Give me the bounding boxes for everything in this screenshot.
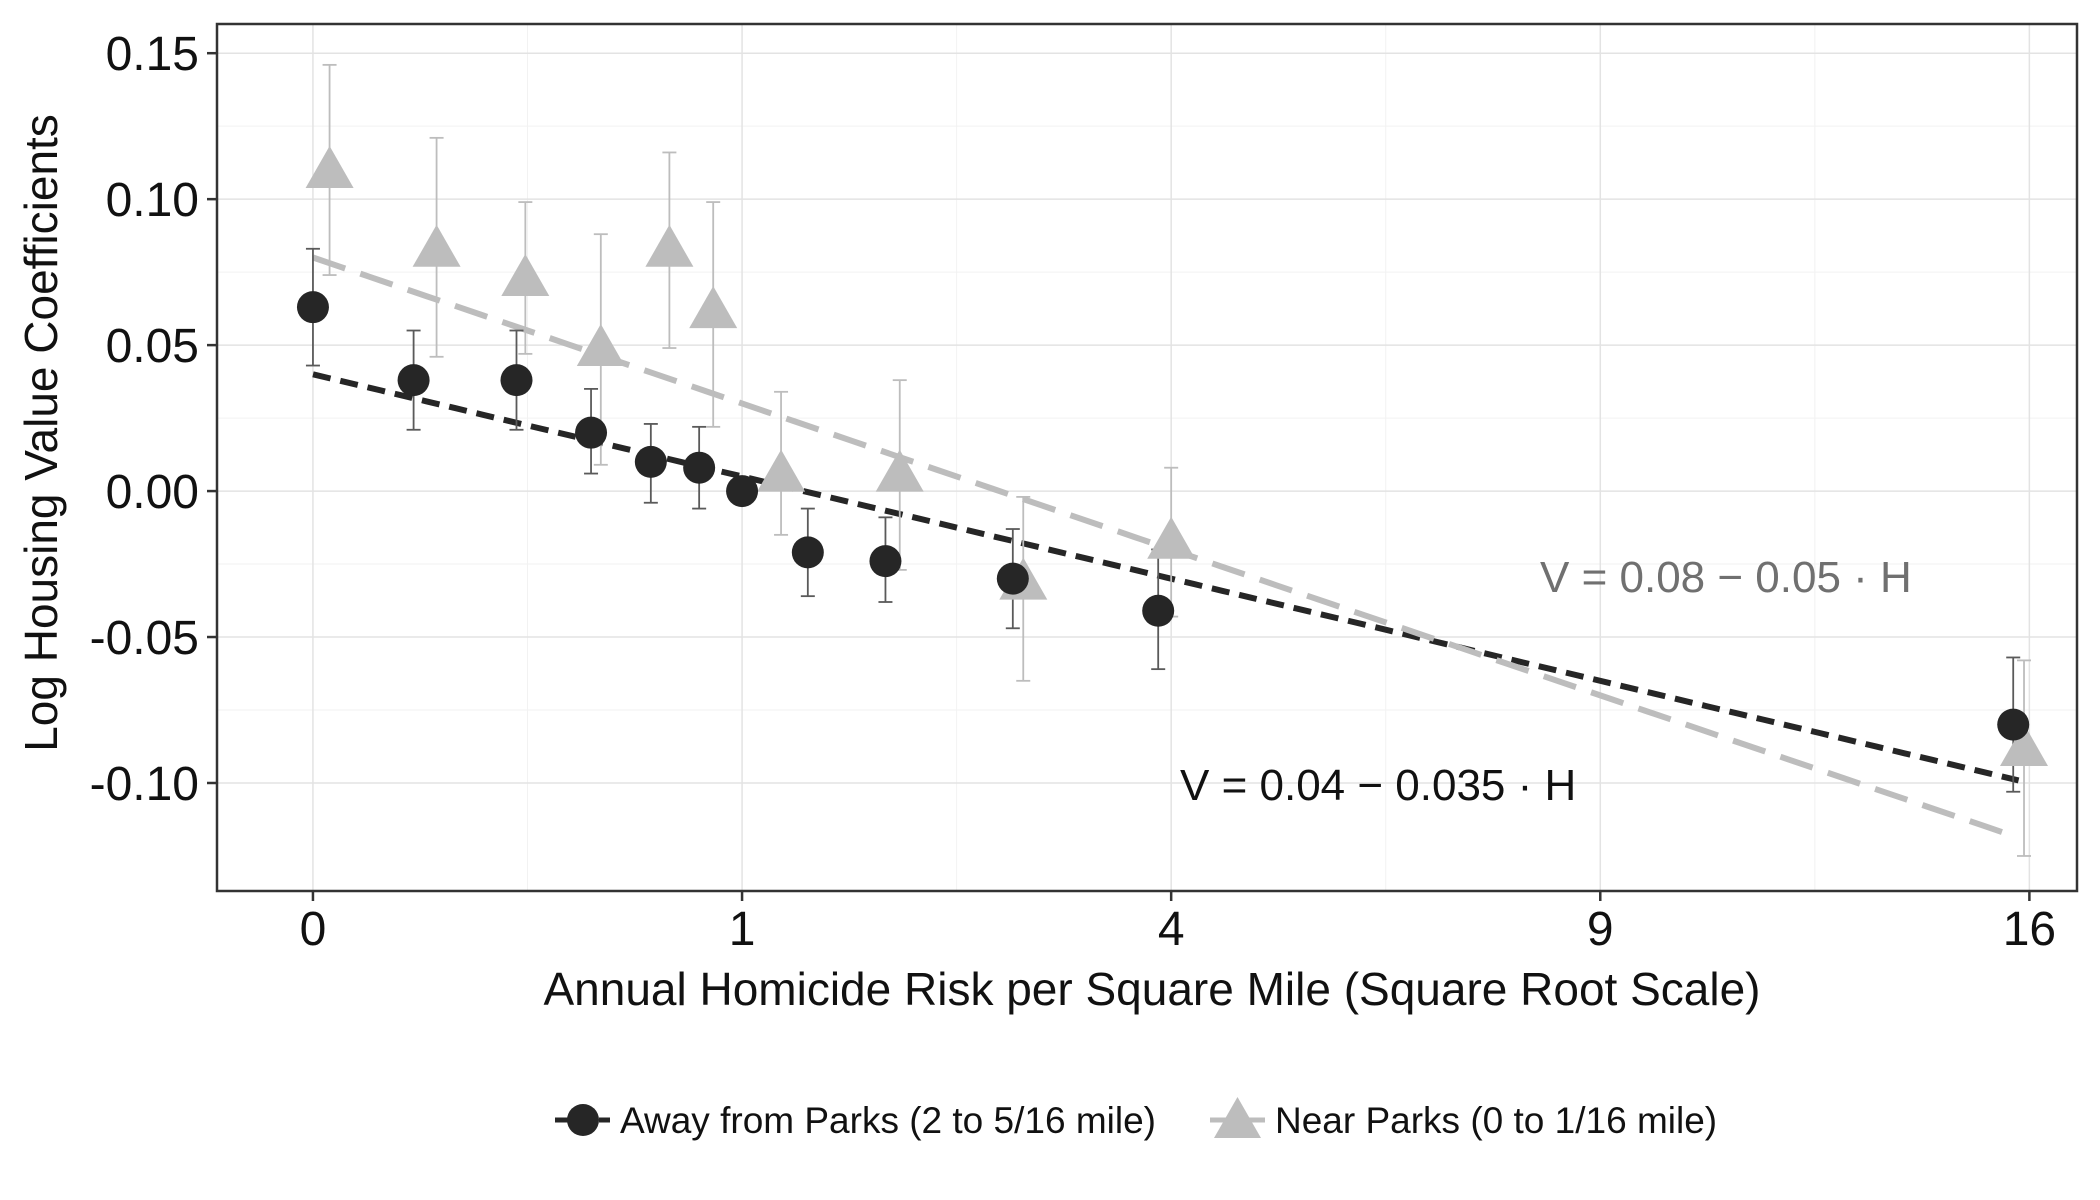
point-near-parks <box>412 224 461 267</box>
point-away-from-parks <box>683 451 716 484</box>
point-near-parks <box>305 146 354 188</box>
legend-item-near-parks: Near Parks (0 to 1/16 mile) <box>1210 1097 1717 1141</box>
axis-ticks <box>207 51 2031 901</box>
fit-equation-near-parks: V = 0.08 − 0.05 · H <box>1540 553 1912 602</box>
point-near-parks <box>757 449 806 492</box>
tick-labels: 0 1 4 9 16 0.15 0.10 0.05 0.00 -0.05 -0.10 <box>90 28 2056 956</box>
x-tick-label: 9 <box>1587 903 1614 956</box>
legend: Away from Parks (2 to 5/16 mile) Near Pa… <box>555 1097 1717 1141</box>
x-tick-label: 4 <box>1158 903 1185 956</box>
plot-border <box>215 22 2079 893</box>
point-away-from-parks <box>634 445 667 478</box>
legend-label-away-from-parks: Away from Parks (2 to 5/16 mile) <box>620 1100 1156 1141</box>
point-near-parks <box>645 224 694 267</box>
legend-label-near-parks: Near Parks (0 to 1/16 mile) <box>1275 1100 1717 1141</box>
point-away-from-parks <box>791 536 824 569</box>
point-away-from-parks <box>500 364 533 397</box>
x-axis-title: Annual Homicide Risk per Square Mile (Sq… <box>543 963 1760 1015</box>
x-tick-label: 0 <box>300 903 327 956</box>
point-near-parks <box>689 286 738 329</box>
y-tick-label: 0.15 <box>106 28 199 81</box>
plot-panel <box>217 24 2077 891</box>
y-tick-label: 0.10 <box>106 174 199 227</box>
y-tick-label: -0.10 <box>90 758 199 811</box>
y-axis-title: Log Housing Value Coefficients <box>15 114 67 752</box>
point-away-from-parks <box>869 545 902 578</box>
data-points <box>296 146 2048 766</box>
y-tick-label: 0.00 <box>106 466 199 519</box>
point-away-from-parks <box>996 562 1029 595</box>
point-near-parks <box>2000 724 2048 766</box>
point-near-parks <box>875 449 924 492</box>
y-tick-label: -0.05 <box>90 612 199 665</box>
point-away-from-parks <box>296 291 329 324</box>
point-away-from-parks <box>726 475 759 508</box>
point-near-parks <box>576 324 625 366</box>
point-away-from-parks <box>1142 594 1175 627</box>
y-tick-label: 0.05 <box>106 320 199 373</box>
x-tick-label: 16 <box>2003 903 2056 956</box>
point-away-from-parks <box>575 416 608 449</box>
fit-equation-away-from-parks: V = 0.04 − 0.035 · H <box>1180 761 1576 810</box>
point-away-from-parks <box>1997 708 2030 741</box>
legend-item-away-from-parks: Away from Parks (2 to 5/16 mile) <box>555 1100 1156 1141</box>
point-away-from-parks <box>397 364 430 397</box>
legend-key-circle <box>567 1104 599 1136</box>
point-near-parks <box>501 254 550 296</box>
legend-key-triangle <box>1214 1097 1261 1138</box>
point-near-parks <box>1147 516 1196 559</box>
x-tick-label: 1 <box>729 903 756 956</box>
